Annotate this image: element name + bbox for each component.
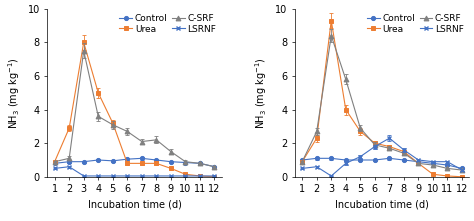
Legend: Control, Urea, C-SRF, LSRNF: Control, Urea, C-SRF, LSRNF bbox=[118, 13, 217, 34]
Y-axis label: NH$_3$ (mg kg$^{-1}$): NH$_3$ (mg kg$^{-1}$) bbox=[6, 57, 22, 129]
Legend: Control, Urea, C-SRF, LSRNF: Control, Urea, C-SRF, LSRNF bbox=[366, 13, 465, 34]
X-axis label: Incubation time (d): Incubation time (d) bbox=[88, 200, 182, 210]
Y-axis label: NH$_3$ (mg kg$^{-1}$): NH$_3$ (mg kg$^{-1}$) bbox=[254, 57, 270, 129]
X-axis label: Incubation time (d): Incubation time (d) bbox=[335, 200, 429, 210]
